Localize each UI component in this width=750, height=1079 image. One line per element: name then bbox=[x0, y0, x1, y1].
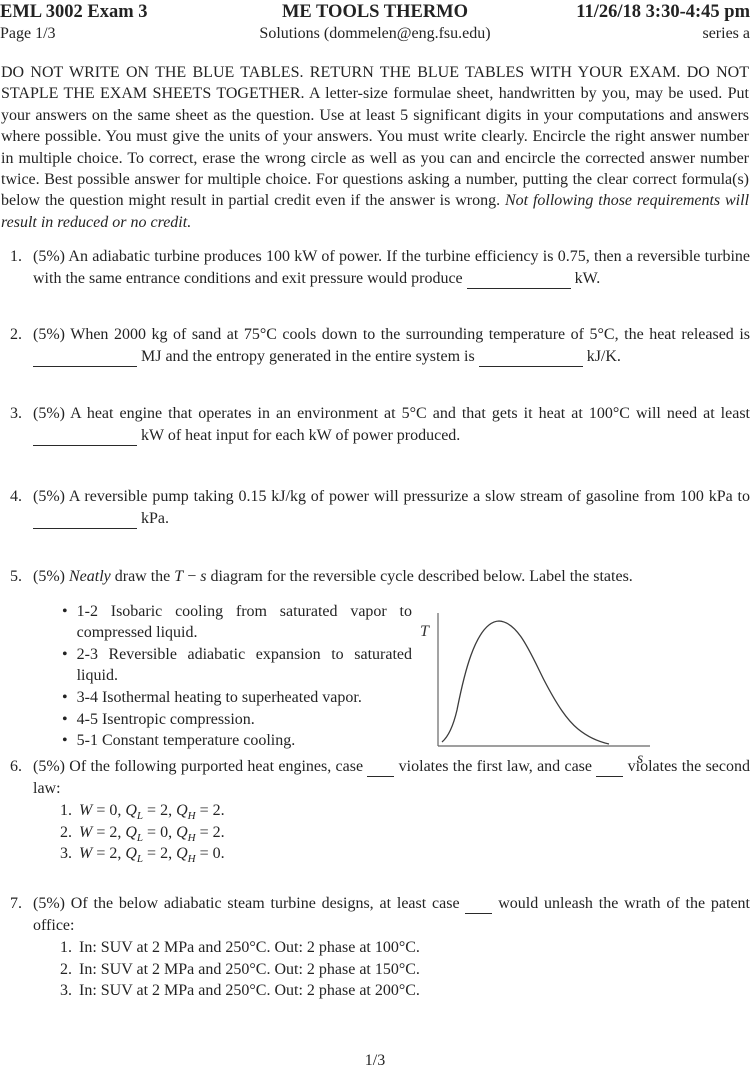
list-item: 1. In: SUV at 2 MPa and 250°C. Out: 2 pha… bbox=[60, 937, 750, 959]
answer-blank bbox=[466, 275, 571, 289]
question-text: (5%) Neatly draw the T − s diagram for t… bbox=[33, 568, 633, 585]
answer-blank bbox=[478, 353, 583, 367]
cycle-step-text: 3-4 Isothermal heating to superheated va… bbox=[76, 688, 362, 706]
bullet-icon: • bbox=[62, 732, 68, 750]
question-text: (5%) A reversible pump taking 0.15 kJ/kg… bbox=[33, 488, 750, 529]
item-number: 1. bbox=[60, 939, 72, 957]
solutions-email: Solutions (dommelen@eng.fsu.edu) bbox=[259, 25, 491, 42]
answer-blank bbox=[465, 900, 493, 914]
saturation-dome-curve bbox=[441, 619, 610, 745]
question-text: (5%) Of the below adiabatic steam turbin… bbox=[33, 895, 750, 934]
question-4: 4. (5%) A reversible pump taking 0.15 kJ… bbox=[0, 486, 750, 529]
series-label: series a bbox=[702, 25, 750, 42]
question-number: 3. bbox=[10, 405, 22, 422]
page-number: Page 1/3 bbox=[0, 25, 56, 42]
question-number: 1. bbox=[10, 248, 22, 265]
cycle-description-row: • 1-2 Isobaric cooling from saturated vap… bbox=[0, 601, 750, 776]
bullet-icon: • bbox=[62, 645, 68, 663]
question-1: 1. (5%) An adiabatic turbine produces 10… bbox=[0, 246, 750, 289]
instructions-paragraph: DO NOT WRITE ON THE BLUE TABLES. RETURN … bbox=[1, 62, 749, 233]
question-text: (5%) Of the following purported heat eng… bbox=[33, 758, 750, 797]
answer-blank bbox=[33, 353, 137, 367]
exam-header: EML 3002 Exam 3 ME TOOLS THERMO 11/26/18… bbox=[0, 2, 750, 44]
list-item: • 5-1 Constant temperature cooling. bbox=[62, 730, 412, 752]
cycle-steps-list: • 1-2 Isobaric cooling from saturated vap… bbox=[62, 601, 412, 752]
question-number: 6. bbox=[10, 758, 22, 775]
question-number: 5. bbox=[10, 568, 22, 585]
header-row-2: Page 1/3 Solutions (dommelen@eng.fsu.edu… bbox=[0, 23, 750, 44]
question-6: 6. (5%) Of the following purported heat … bbox=[0, 756, 750, 865]
heat-engine-cases-list: 1. W = 0, QL = 2, QH = 2. 2. W = 2, QL = 0… bbox=[60, 800, 750, 865]
list-item: 2. In: SUV at 2 MPa and 250°C. Out: 2 pha… bbox=[60, 959, 750, 981]
item-number: 1. bbox=[60, 802, 72, 820]
cycle-step-text: 5-1 Constant temperature cooling. bbox=[76, 732, 296, 750]
question-number: 4. bbox=[10, 488, 22, 505]
question-7: 7. (5%) Of the below adiabatic steam tur… bbox=[0, 893, 750, 1002]
answer-blank bbox=[33, 432, 137, 446]
case-text: W = 2, QL = 2, QH = 0. bbox=[79, 845, 225, 866]
page-footer: 1/3 bbox=[364, 1052, 386, 1069]
question-text: (5%) A heat engine that operates in an e… bbox=[33, 405, 750, 446]
case-text: In: SUV at 2 MPa and 250°C. Out: 2 phase… bbox=[79, 939, 420, 957]
question-text: (5%) An adiabatic turbine produces 100 k… bbox=[33, 248, 750, 289]
question-number: 7. bbox=[10, 895, 22, 912]
list-item: • 3-4 Isothermal heating to superheated v… bbox=[62, 687, 412, 709]
question-number: 2. bbox=[10, 326, 22, 343]
item-number: 3. bbox=[60, 845, 72, 863]
exam-title: ME TOOLS THERMO bbox=[281, 2, 469, 22]
ts-diagram: T s bbox=[420, 612, 650, 767]
course-title: EML 3002 Exam 3 bbox=[0, 2, 148, 22]
case-text: W = 2, QL = 0, QH = 2. bbox=[79, 823, 225, 844]
cycle-step-text: 4-5 Isentropic compression. bbox=[76, 710, 255, 728]
question-2: 2. (5%) When 2000 kg of sand at 75°C coo… bbox=[0, 324, 750, 367]
list-item: 1. W = 0, QL = 2, QH = 2. bbox=[60, 800, 750, 822]
cycle-step-text: 2-3 Reversible adiabatic expansion to sa… bbox=[76, 645, 412, 685]
list-item: 3. W = 2, QL = 2, QH = 0. bbox=[60, 843, 750, 865]
list-item: • 1-2 Isobaric cooling from saturated vap… bbox=[62, 601, 412, 644]
question-3: 3. (5%) A heat engine that operates in a… bbox=[0, 403, 750, 446]
list-item: 2. W = 2, QL = 0, QH = 2. bbox=[60, 822, 750, 844]
answer-blank bbox=[596, 763, 624, 777]
answer-blank bbox=[33, 515, 137, 529]
t-axis-label: T bbox=[420, 623, 430, 640]
item-number: 2. bbox=[60, 960, 72, 978]
answer-blank bbox=[367, 763, 395, 777]
question-5: 5. (5%) Neatly draw the T − s diagram fo… bbox=[0, 566, 750, 776]
header-row-1: EML 3002 Exam 3 ME TOOLS THERMO 11/26/18… bbox=[0, 2, 750, 23]
bullet-icon: • bbox=[62, 602, 68, 620]
question-text: (5%) When 2000 kg of sand at 75°C cools … bbox=[33, 326, 750, 367]
case-text: W = 0, QL = 2, QH = 2. bbox=[79, 802, 225, 823]
list-item: • 4-5 Isentropic compression. bbox=[62, 709, 412, 731]
instructions-emphasis-text: Not following those requirements will re… bbox=[1, 192, 750, 231]
item-number: 3. bbox=[60, 982, 72, 1000]
list-item: • 2-3 Reversible adiabatic expansion to s… bbox=[62, 644, 412, 687]
bullet-icon: • bbox=[62, 688, 68, 706]
case-text: In: SUV at 2 MPa and 250°C. Out: 2 phase… bbox=[79, 960, 420, 978]
s-axis-label: s bbox=[637, 750, 643, 767]
cycle-step-text: 1-2 Isobaric cooling from saturated vapo… bbox=[76, 602, 412, 642]
exam-datetime: 11/26/18 3:30-4:45 pm bbox=[576, 2, 750, 22]
bullet-icon: • bbox=[62, 710, 68, 728]
item-number: 2. bbox=[60, 823, 72, 841]
case-text: In: SUV at 2 MPa and 250°C. Out: 2 phase… bbox=[79, 982, 420, 1000]
list-item: 3. In: SUV at 2 MPa and 250°C. Out: 2 pha… bbox=[60, 980, 750, 1002]
instructions-main-text: DO NOT WRITE ON THE BLUE TABLES. RETURN … bbox=[1, 64, 749, 210]
turbine-design-cases-list: 1. In: SUV at 2 MPa and 250°C. Out: 2 pha… bbox=[60, 937, 750, 1002]
